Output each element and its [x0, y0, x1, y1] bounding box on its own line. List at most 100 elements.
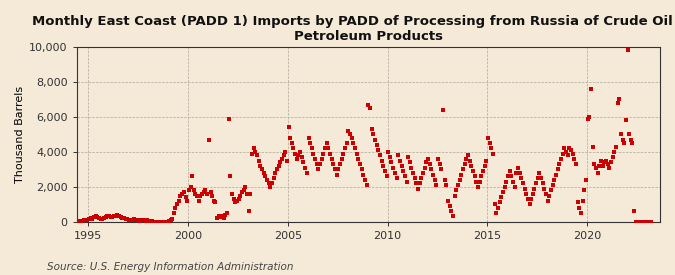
Point	[411, 181, 422, 185]
Point	[644, 219, 655, 224]
Point	[150, 219, 161, 224]
Point	[182, 199, 192, 203]
Point	[408, 170, 418, 175]
Point	[320, 146, 331, 150]
Point	[604, 165, 615, 170]
Point	[398, 169, 408, 173]
Point	[358, 172, 369, 177]
Point	[558, 151, 568, 156]
Point	[193, 199, 204, 203]
Point	[221, 211, 232, 215]
Point	[541, 192, 551, 196]
Point	[295, 150, 306, 154]
Point	[315, 162, 325, 166]
Point	[409, 176, 420, 180]
Point	[300, 165, 310, 170]
Point	[120, 216, 131, 221]
Point	[418, 170, 429, 175]
Point	[217, 214, 227, 219]
Text: Source: U.S. Energy Information Administration: Source: U.S. Energy Information Administ…	[47, 262, 294, 272]
Point	[87, 216, 98, 221]
Point	[360, 178, 371, 182]
Point	[155, 219, 166, 224]
Point	[152, 219, 163, 224]
Point	[220, 213, 231, 217]
Point	[453, 183, 464, 187]
Point	[461, 156, 472, 161]
Point	[425, 162, 435, 166]
Point	[385, 155, 396, 159]
Point	[130, 218, 141, 222]
Point	[284, 125, 294, 130]
Point	[351, 151, 362, 156]
Point	[614, 97, 624, 101]
Point	[160, 219, 171, 224]
Point	[192, 193, 202, 198]
Point	[630, 219, 641, 224]
Point	[471, 179, 482, 184]
Point	[595, 158, 606, 163]
Point	[628, 209, 639, 213]
Point	[641, 219, 651, 224]
Point	[436, 167, 447, 172]
Point	[627, 141, 638, 145]
Point	[508, 179, 518, 184]
Point	[412, 186, 423, 191]
Point	[589, 162, 599, 166]
Point	[280, 150, 291, 154]
Point	[527, 192, 538, 196]
Point	[364, 106, 375, 110]
Point	[366, 127, 377, 131]
Point	[246, 151, 257, 156]
Point	[333, 167, 344, 172]
Point	[180, 195, 191, 199]
Point	[616, 132, 626, 136]
Point	[437, 108, 448, 112]
Point	[356, 167, 367, 172]
Point	[263, 181, 274, 185]
Point	[163, 219, 174, 223]
Point	[428, 172, 439, 177]
Y-axis label: Thousand Barrels: Thousand Barrels	[15, 86, 25, 183]
Point	[632, 219, 643, 224]
Point	[393, 153, 404, 158]
Point	[539, 186, 550, 191]
Point	[378, 164, 389, 168]
Point	[348, 141, 358, 145]
Point	[574, 205, 585, 210]
Point	[483, 136, 493, 140]
Point	[626, 138, 637, 142]
Point	[112, 213, 123, 217]
Point	[144, 219, 155, 223]
Point	[403, 155, 414, 159]
Point	[624, 132, 634, 136]
Point	[645, 219, 656, 224]
Point	[419, 165, 430, 170]
Point	[303, 136, 314, 140]
Point	[173, 199, 184, 203]
Point	[311, 162, 322, 166]
Point	[501, 179, 512, 184]
Point	[318, 151, 329, 156]
Point	[248, 146, 259, 150]
Point	[394, 158, 405, 163]
Point	[170, 205, 181, 210]
Point	[336, 156, 347, 161]
Point	[302, 170, 313, 175]
Point	[597, 164, 608, 168]
Point	[396, 164, 407, 168]
Point	[84, 217, 95, 221]
Point	[230, 200, 241, 205]
Point	[494, 200, 505, 205]
Point	[227, 192, 238, 196]
Point	[153, 219, 164, 224]
Point	[567, 151, 578, 156]
Point	[188, 188, 199, 192]
Point	[610, 144, 621, 149]
Point	[202, 192, 213, 196]
Point	[119, 216, 130, 221]
Point	[190, 192, 201, 196]
Point	[545, 188, 556, 192]
Point	[212, 216, 223, 221]
Point	[484, 141, 495, 145]
